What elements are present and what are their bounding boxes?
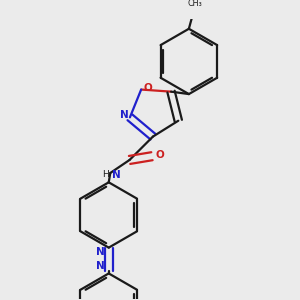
Text: CH₃: CH₃ — [187, 0, 202, 8]
Text: H: H — [102, 170, 109, 179]
Text: N: N — [96, 261, 104, 271]
Text: N: N — [112, 169, 121, 180]
Text: N: N — [96, 248, 104, 257]
Text: O: O — [156, 150, 164, 160]
Text: N: N — [120, 110, 129, 120]
Text: O: O — [144, 83, 152, 93]
